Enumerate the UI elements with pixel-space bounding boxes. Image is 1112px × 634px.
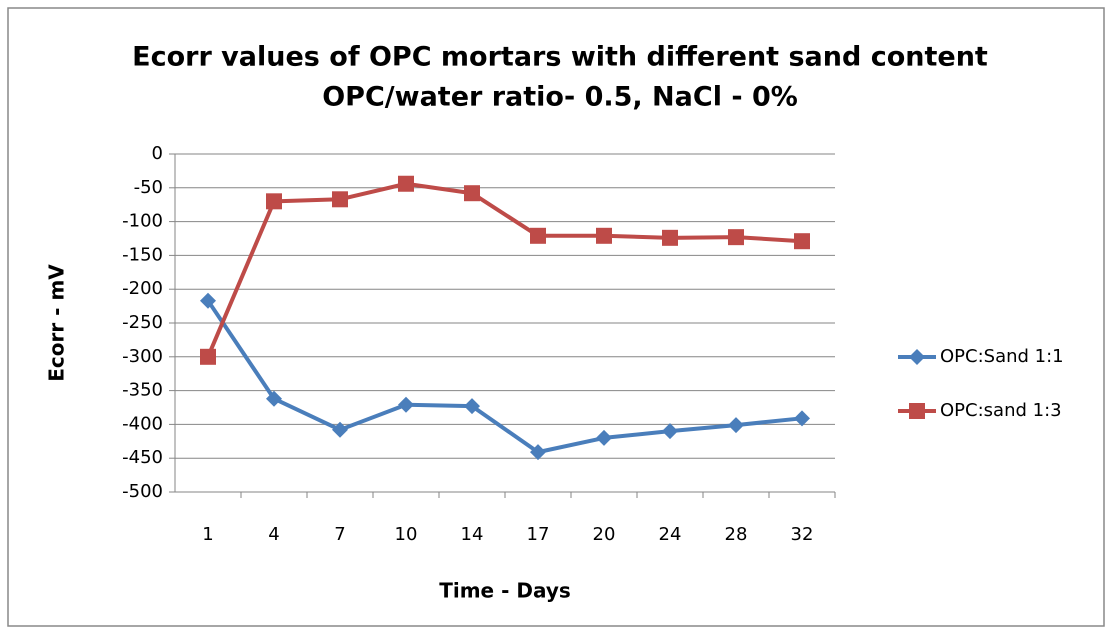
marker xyxy=(909,403,925,419)
x-tick-label: 10 xyxy=(395,524,418,545)
y-tick-label: -100 xyxy=(122,211,163,232)
marker xyxy=(530,227,546,244)
x-tick-label: 32 xyxy=(791,524,814,545)
x-tick-label: 4 xyxy=(268,524,279,545)
y-tick-label: -400 xyxy=(122,413,163,434)
series-line xyxy=(206,181,803,358)
x-tick-label: 28 xyxy=(725,524,748,545)
x-tick-label: 24 xyxy=(659,524,682,545)
marker xyxy=(596,227,612,244)
marker xyxy=(662,229,678,246)
x-tick-label: 17 xyxy=(527,524,550,545)
x-tick-label: 7 xyxy=(334,524,345,545)
marker xyxy=(266,390,282,407)
marker xyxy=(530,444,546,461)
marker xyxy=(464,185,480,202)
x-tick-label: 14 xyxy=(461,524,484,545)
chart-title: Ecorr values of OPC mortars with differe… xyxy=(132,42,988,73)
marker xyxy=(266,193,282,210)
y-tick-label: 0 xyxy=(152,143,163,164)
marker xyxy=(596,429,612,446)
series-line xyxy=(206,299,803,455)
y-tick-label: -500 xyxy=(122,481,163,502)
y-tick-label: -350 xyxy=(122,380,163,401)
y-tick-label: -450 xyxy=(122,447,163,468)
x-tick-label: 20 xyxy=(593,524,616,545)
marker xyxy=(794,233,810,250)
y-axis-title: Ecorr - mV xyxy=(45,264,69,382)
legend-label: OPC:sand 1:3 xyxy=(940,400,1062,421)
y-tick-label: -300 xyxy=(122,346,163,367)
y-tick-label: -250 xyxy=(122,312,163,333)
marker xyxy=(200,348,216,365)
marker xyxy=(794,410,810,427)
marker xyxy=(728,229,744,246)
marker xyxy=(909,349,925,365)
y-tick-label: -200 xyxy=(122,278,163,299)
marker xyxy=(728,417,744,434)
x-axis-title: Time - Days xyxy=(439,579,571,603)
legend-label: OPC:Sand 1:1 xyxy=(940,346,1064,367)
y-tick-label: -150 xyxy=(122,244,163,265)
marker xyxy=(464,398,480,415)
chart-subtitle: OPC/water ratio- 0.5, NaCl - 0% xyxy=(322,82,798,113)
marker xyxy=(332,191,348,208)
y-tick-label: -50 xyxy=(134,177,163,198)
marker xyxy=(662,423,678,440)
marker xyxy=(398,175,414,192)
marker xyxy=(332,421,348,438)
x-tick-label: 1 xyxy=(202,524,213,545)
marker xyxy=(200,292,216,309)
chart-border xyxy=(7,7,1105,627)
marker xyxy=(398,396,414,413)
